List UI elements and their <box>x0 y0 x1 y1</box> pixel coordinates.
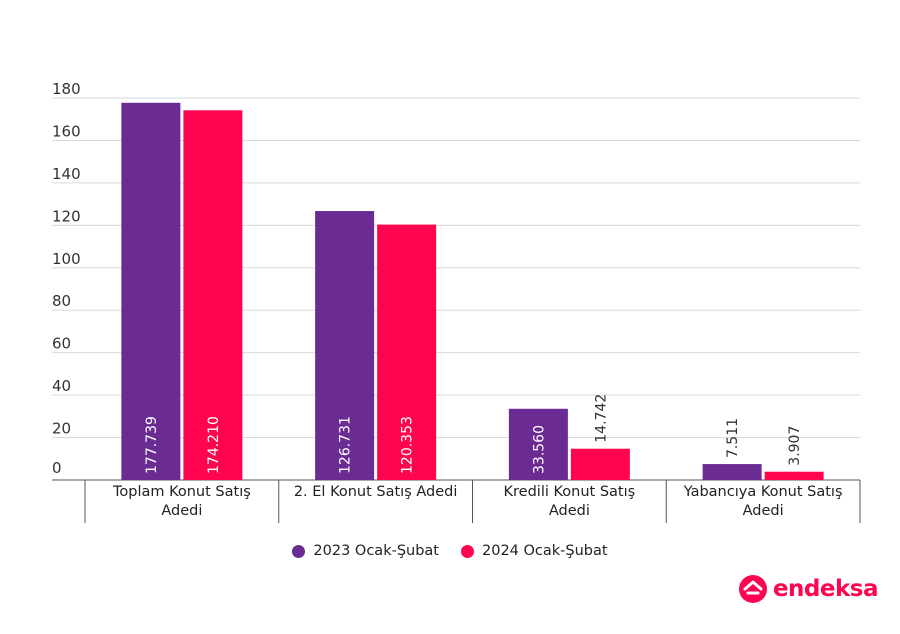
bar-2023 <box>121 102 181 481</box>
y-tick-label: 20 <box>52 420 71 438</box>
house-logo-icon <box>738 575 767 603</box>
bar-2023 <box>508 408 568 480</box>
data-label: 3.907 <box>787 426 803 466</box>
y-tick-label: 140 <box>52 165 81 183</box>
y-tick-label: 120 <box>52 207 81 225</box>
data-label: 126.731 <box>338 416 354 474</box>
x-category-label: Kredili Konut Satış <box>504 484 636 500</box>
bar-2024 <box>570 448 630 480</box>
legend-swatch-2024 <box>461 544 474 558</box>
data-label: 120.353 <box>400 416 416 474</box>
data-label: 7.511 <box>725 418 741 458</box>
x-category-label: Adedi <box>549 503 590 519</box>
bar-2023 <box>702 464 762 480</box>
x-category-label: Adedi <box>161 503 202 519</box>
y-tick-label: 0 <box>52 459 62 477</box>
bar-2024 <box>377 224 437 480</box>
x-category-label: Yabancıya Konut Satış <box>683 484 843 500</box>
y-tick-label: 160 <box>52 122 81 140</box>
legend-swatch-2023 <box>292 544 306 558</box>
y-tick-label: 60 <box>52 335 71 353</box>
x-category-label: Toplam Konut Satış <box>112 484 251 500</box>
x-category-label: Adedi <box>743 503 784 519</box>
y-tick-label: 80 <box>52 292 71 310</box>
y-tick-label: 100 <box>52 250 81 268</box>
legend-label-2023: 2023 Ocak-Şubat <box>313 543 439 559</box>
legend: 2023 Ocak-Şubat 2024 Ocak-Şubat <box>0 543 900 559</box>
y-tick-label: 40 <box>52 377 71 395</box>
endeksa-logo: endeksa <box>738 574 879 604</box>
legend-item-2024: 2024 Ocak-Şubat <box>461 543 608 559</box>
data-label: 177.739 <box>144 416 160 474</box>
legend-label-2024: 2024 Ocak-Şubat <box>482 543 608 559</box>
bar-2023 <box>315 211 375 481</box>
data-label: 33.560 <box>531 425 547 474</box>
bar-2024 <box>764 471 824 480</box>
data-label: 174.210 <box>206 416 222 474</box>
bar-2024 <box>183 110 243 481</box>
brand-name: endeksa <box>772 576 879 602</box>
x-category-label: 2. El Konut Satış Adedi <box>294 484 458 500</box>
y-tick-label: 180 <box>52 80 81 98</box>
data-label: 14.742 <box>593 394 609 443</box>
legend-item-2023: 2023 Ocak-Şubat <box>292 543 439 559</box>
